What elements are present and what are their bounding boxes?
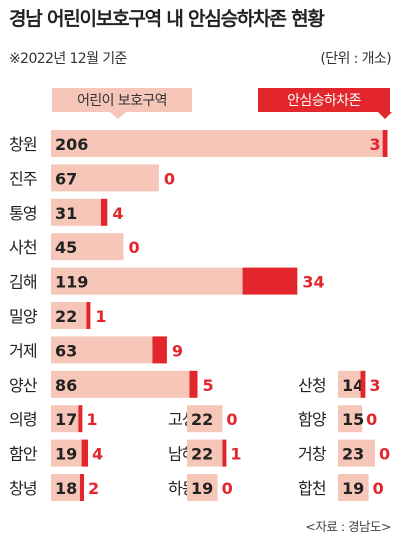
region-label: 김해: [9, 273, 37, 292]
legend-zone-label: 어린이 보호구역: [77, 93, 167, 109]
safe-bar: [382, 130, 388, 157]
region-label: 의령: [9, 410, 37, 429]
safe-value-label: 0: [222, 479, 233, 498]
zone-value-label: 14: [342, 376, 364, 395]
zone-value-label: 18: [55, 479, 77, 498]
zone-bar: [51, 233, 124, 261]
safe-value-label: 1: [86, 410, 97, 429]
safe-value-label: 3: [370, 135, 381, 154]
region-label: 진주: [9, 169, 37, 188]
zone-value-label: 23: [342, 445, 364, 464]
zone-bar: [187, 405, 223, 433]
safe-value-label: 34: [302, 273, 324, 292]
region-label: 창녕: [9, 479, 37, 498]
date-note: ※2022년 12월 기준: [9, 51, 127, 67]
zone-bar: [51, 405, 79, 433]
safe-value-label: 3: [369, 376, 380, 395]
zone-bar: [338, 439, 376, 467]
region-label: 창원: [9, 135, 37, 154]
safe-value-label: 1: [230, 445, 241, 464]
safe-bar: [81, 439, 89, 467]
safe-bar: [78, 405, 83, 433]
safe-value-label: 0: [164, 169, 175, 188]
legend-safe-pointer: [378, 112, 392, 119]
zone-bar: [51, 370, 190, 398]
region-label: 사천: [9, 238, 37, 257]
zone-value-label: 22: [191, 445, 213, 464]
chart-title: 경남 어린이보호구역 내 안심승하차존 현황: [9, 8, 325, 30]
safe-bar: [86, 302, 91, 329]
safe-value-label: 4: [112, 204, 123, 223]
safe-value-label: 0: [373, 479, 384, 498]
zone-value-label: 86: [55, 376, 77, 395]
source-note: <자료 : 경남도>: [305, 519, 391, 534]
zone-value-label: 31: [55, 204, 77, 223]
zone-value-label: 67: [55, 169, 77, 188]
unit-note: (단위 : 개소): [320, 51, 391, 67]
region-label: 함양: [298, 410, 327, 429]
zone-bar: [51, 164, 159, 192]
region-label: 거창: [298, 445, 327, 464]
safe-value-label: 1: [95, 307, 106, 326]
region-label: 양산: [9, 376, 38, 395]
zone-value-label: 22: [191, 410, 213, 429]
safe-bar: [152, 336, 167, 364]
zone-value-label: 19: [55, 445, 77, 464]
safe-value-label: 0: [379, 445, 390, 464]
safe-bar: [100, 198, 108, 226]
zone-bar: [338, 474, 369, 501]
safe-bar: [79, 474, 84, 501]
zone-value-label: 19: [191, 479, 213, 498]
safe-value-label: 5: [203, 376, 214, 395]
safe-value-label: 2: [88, 479, 99, 498]
zone-bar: [338, 370, 361, 398]
legend-safe-label: 안심승하차존: [287, 93, 361, 109]
zone-bar: [51, 474, 80, 501]
zone-value-label: 17: [55, 410, 77, 429]
zone-bar: [51, 130, 383, 157]
safe-bar: [360, 370, 366, 398]
zone-bar: [51, 336, 153, 364]
safe-value-label: 0: [128, 238, 139, 257]
zone-value-label: 19: [342, 479, 364, 498]
legend-safe-box: [258, 88, 390, 112]
zone-bar: [51, 198, 101, 226]
zone-bar: [51, 439, 82, 467]
region-label: 합천: [298, 479, 326, 498]
zone-value-label: 63: [55, 341, 77, 360]
legend-zone-box: [52, 88, 192, 112]
safe-value-label: 0: [226, 410, 237, 429]
safe-value-label: 9: [172, 341, 183, 360]
zone-value-label: 22: [55, 307, 77, 326]
region-label: 산청: [298, 376, 326, 395]
region-label: 통영: [9, 204, 37, 223]
zone-value-label: 45: [55, 238, 77, 257]
safe-value-label: 4: [92, 445, 103, 464]
zone-bar: [187, 439, 223, 467]
zone-value-label: 119: [55, 273, 88, 292]
safe-value-label: 0: [366, 410, 377, 429]
safe-bar: [222, 439, 227, 467]
region-label: 거제: [9, 341, 37, 360]
zone-bar: [338, 405, 363, 433]
zone-value-label: 15: [342, 410, 364, 429]
zone-value-label: 206: [55, 135, 88, 154]
zone-bar: [51, 267, 243, 295]
zone-bar: [51, 302, 87, 329]
safe-bar: [189, 370, 198, 398]
safe-bar: [242, 267, 298, 295]
region-label: 함안: [9, 445, 38, 464]
region-label: 밀양: [9, 307, 38, 326]
legend-zone-pointer: [110, 112, 126, 119]
zone-bar: [187, 474, 218, 501]
